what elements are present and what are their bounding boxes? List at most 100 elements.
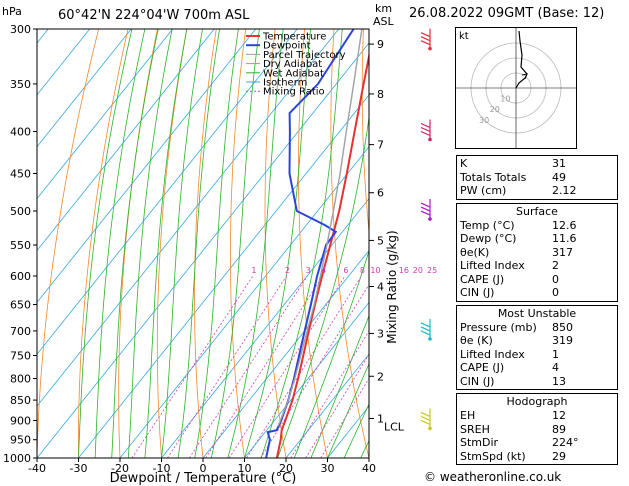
- index-row: θe(K) 317: [460, 246, 614, 260]
- index-value: 2: [552, 259, 559, 272]
- hpa-label: hPa: [2, 5, 22, 18]
- index-row: Totals Totals 49: [460, 171, 614, 185]
- mixing-ratio-label: 4: [321, 266, 326, 275]
- km-tick-label: 8: [377, 88, 384, 101]
- index-label: Temp (°C): [460, 218, 515, 232]
- index-label: PW (cm): [460, 184, 507, 197]
- series-parcel-trajectory: [277, 29, 363, 427]
- temperature-tick-label: -40: [28, 462, 46, 475]
- pressure-tick-label: 300: [10, 23, 31, 36]
- index-label: K: [460, 157, 468, 170]
- isotherm-line: [37, 29, 174, 200]
- legend-entry: Wet Adiabat: [263, 68, 324, 79]
- wind-barb-flag: [420, 326, 431, 332]
- km-tick-label: 6: [377, 187, 384, 200]
- dry-adiabat-line: [229, 29, 247, 458]
- index-label: CAPE (J): [460, 272, 505, 286]
- mixing-ratio-label: 8: [360, 266, 365, 275]
- wet-adiabat-line: [94, 29, 146, 458]
- wet-adiabat-line: [227, 29, 284, 458]
- index-value: 49: [552, 170, 566, 184]
- series-layer: [265, 29, 369, 458]
- index-label: Dewp (°C): [460, 232, 517, 245]
- index-label: Totals Totals: [460, 170, 527, 184]
- wet-adiabat-line: [177, 29, 220, 458]
- wind-barb-dot: [428, 137, 432, 142]
- index-row: CIN (J) 0: [460, 286, 614, 300]
- datetime-title: 26.08.2022 09GMT (Base: 12): [409, 6, 605, 21]
- index-value: 31: [552, 157, 566, 170]
- pressure-tick-label: 450: [10, 167, 31, 180]
- hodograph-ring-label: 20: [490, 105, 500, 114]
- wind-barbs: [420, 28, 432, 431]
- index-row: Dewp (°C) 11.6: [460, 232, 614, 246]
- index-row: SREH 89: [460, 423, 614, 437]
- index-row: CAPE (J) 0: [460, 273, 614, 287]
- isotherm-line: [285, 353, 369, 458]
- dry-adiabat-line: [194, 29, 217, 458]
- hodograph-trace: [515, 30, 528, 89]
- index-row: K 31: [460, 157, 614, 171]
- temperature-tick-label: 10: [238, 462, 252, 475]
- location-title: 60°42'N 224°04'W 700m ASL: [58, 8, 250, 23]
- temperature-tick-label: -30: [70, 462, 88, 475]
- wind-barb-flag: [420, 130, 431, 137]
- lcl-label: LCL: [384, 420, 405, 433]
- km-tick-label: 4: [377, 281, 384, 294]
- index-value: 11.6: [552, 232, 577, 245]
- hodograph-ring-label: 30: [479, 116, 489, 125]
- isotherm-line: [37, 42, 369, 458]
- pressure-tick-label: 900: [10, 414, 31, 427]
- wind-barb-flag: [420, 40, 431, 46]
- hodograph-ring-label: 10: [500, 95, 510, 104]
- wind-barb-flag: [420, 419, 431, 426]
- index-row: StmDir 224°: [460, 436, 614, 450]
- mixing-ratio-line: [320, 377, 369, 458]
- dry-adiabat-line: [361, 29, 369, 236]
- dry-adiabat-line: [77, 29, 129, 458]
- index-label: StmSpd (kt): [460, 449, 526, 463]
- pressure-tick-label: 950: [10, 434, 31, 447]
- temperature-tick-label: 30: [321, 462, 335, 475]
- legend-entry: Dewpoint: [263, 41, 311, 52]
- hodograph-units: kt: [459, 31, 469, 42]
- wet-adiabat-line: [78, 29, 133, 458]
- isotherm-line: [37, 29, 215, 252]
- wind-barb-flag: [420, 415, 431, 422]
- wet-adiabat-line: [310, 314, 369, 458]
- index-value: 89: [552, 422, 566, 436]
- x-axis-title: Dewpoint / Temperature (°C): [110, 471, 297, 486]
- dry-adiabat-line: [118, 29, 158, 458]
- mixing-ratio-line: [131, 275, 254, 458]
- mixing-ratio-label: 10: [370, 266, 380, 275]
- index-label: Pressure (mb): [460, 320, 537, 334]
- index-label: CIN (J): [460, 286, 495, 299]
- index-label: θe(K): [460, 245, 490, 259]
- km-tick-label: 9: [377, 38, 384, 51]
- index-label: CIN (J): [460, 374, 495, 388]
- most-unstable-box: Most Unstable Pressure (mb) 850 θe (K) 319 L…: [456, 304, 618, 390]
- mixing-ratio-label: 2: [285, 266, 290, 275]
- wind-barb-flag: [420, 210, 431, 216]
- index-label: SREH: [460, 422, 490, 436]
- pressure-tick-label: 800: [10, 372, 31, 385]
- index-row: StmSpd (kt) 29: [460, 450, 614, 464]
- wet-adiabat-line: [111, 29, 159, 458]
- indices-panel: K 31 Totals Totals 49 PW (cm) 2.12 Surface Te…: [456, 155, 618, 468]
- isotherm-line: [37, 29, 340, 407]
- wet-adiabat-line: [210, 29, 260, 458]
- index-row: CAPE (J) 4: [460, 361, 614, 375]
- wind-barb-flag: [420, 322, 431, 328]
- index-value: 29: [552, 449, 566, 463]
- wind-barb-flag: [420, 36, 431, 42]
- most-unstable-title: Most Unstable: [497, 306, 577, 320]
- dry-adiabat-line: [264, 29, 287, 458]
- legend-entry: Dry Adiabat: [263, 59, 322, 70]
- isotherm-line: [78, 94, 369, 458]
- mixing-ratio-line: [205, 275, 323, 458]
- index-label: CAPE (J): [460, 361, 505, 374]
- wind-barb-dot: [428, 217, 432, 221]
- index-value: 0: [552, 272, 559, 286]
- index-row: PW (cm) 2.12: [460, 184, 614, 198]
